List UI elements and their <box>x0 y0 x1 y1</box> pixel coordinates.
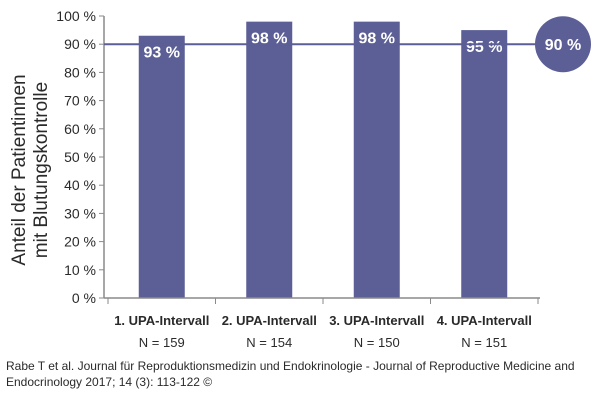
bar-value-label: 95 % <box>466 39 502 56</box>
sample-size-label: N = 154 <box>246 335 292 350</box>
y-axis-label-line2: mit Blutungskontrolle <box>31 82 52 258</box>
x-tick-label: 3. UPA-Intervall <box>329 313 424 328</box>
y-axis-label: Anteil der Patientinnen mit Blutungskont… <box>9 74 52 265</box>
bar-value-label: 93 % <box>144 45 180 62</box>
axes <box>103 16 540 304</box>
reference-badge <box>535 16 591 73</box>
y-tick-label: 20 % <box>64 234 96 250</box>
x-tick-label: 1. UPA-Intervall <box>114 313 209 328</box>
sample-size-label: N = 150 <box>354 335 400 350</box>
y-tick-label: 60 % <box>64 121 96 137</box>
y-tick-label: 100 % <box>56 8 96 24</box>
y-axis-label-line1: Anteil der Patientinnen <box>9 74 30 265</box>
y-tick-label: 90 % <box>64 36 96 52</box>
y-tick-label: 30 % <box>64 205 96 221</box>
bar-chart: Anteil der Patientinnen mit Blutungskont… <box>9 8 591 350</box>
bar <box>461 30 508 298</box>
x-tick-label: 4. UPA-Intervall <box>437 313 532 328</box>
x-tick-label: 2. UPA-Intervall <box>222 313 317 328</box>
reference-badge-label: 90 % <box>545 37 581 54</box>
bar <box>246 21 293 298</box>
y-tick-label: 80 % <box>64 64 96 80</box>
x-axis-labels: 1. UPA-Intervall N = 159 2. UPA-Intervall N… <box>114 313 532 350</box>
bar <box>138 35 185 299</box>
y-tick-label: 40 % <box>64 177 96 193</box>
bars: 93 %98 % 98 % 95 % <box>138 21 508 299</box>
y-axis-ticks: 0 % 10 % 20 % 30 % 40 % 50 % 60 % 70 % 80 % 90 % 1… <box>56 8 104 306</box>
bar <box>353 21 400 298</box>
y-tick-label: 0 % <box>72 290 96 306</box>
sample-size-label: N = 159 <box>139 335 185 350</box>
y-tick-label: 10 % <box>64 262 96 278</box>
y-tick-label: 70 % <box>64 93 96 109</box>
sample-size-label: N = 151 <box>461 335 507 350</box>
reference-line-group: 90 % <box>104 16 591 73</box>
y-tick-label: 50 % <box>64 149 96 165</box>
source-caption: Rabe T et al. Journal für Reproduktionsm… <box>6 359 575 389</box>
